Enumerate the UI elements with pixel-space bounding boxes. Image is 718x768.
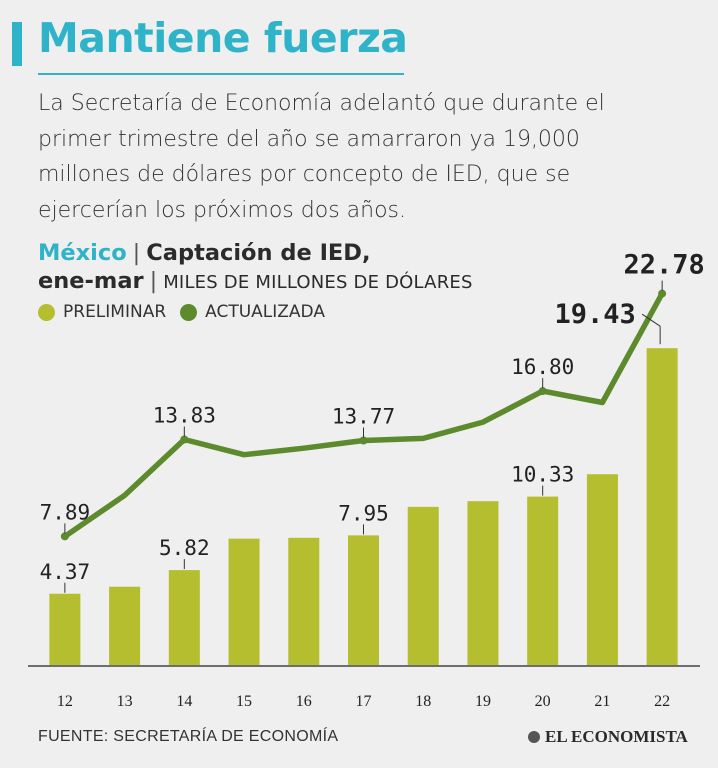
brand-name: EL ECONOMISTA <box>545 727 688 746</box>
brand-logo: EL ECONOMISTA <box>528 727 688 747</box>
legend-swatch-preliminar <box>38 303 55 321</box>
line-point-20 <box>538 387 547 396</box>
bar-12 <box>49 593 81 665</box>
x-tick-15: 15 <box>236 693 252 710</box>
bar-19 <box>467 501 499 665</box>
legend-label-preliminar: PRELIMINAR <box>63 302 167 322</box>
bar-16 <box>288 537 320 665</box>
line-point-17 <box>359 436 368 445</box>
x-tick-14: 14 <box>176 693 192 710</box>
bar-22 <box>646 348 678 665</box>
line-label-12: 7.89 <box>40 500 91 524</box>
header-separator: | <box>132 240 141 266</box>
line-point-22 <box>658 289 667 298</box>
line-label-22: 22.78 <box>623 250 704 281</box>
legend-swatch-actualizada <box>180 303 198 321</box>
line-point-12 <box>60 532 69 541</box>
x-tick-19: 19 <box>475 693 491 710</box>
legend-item-preliminar: PRELIMINAR <box>38 302 166 322</box>
bar-label-17: 7.95 <box>338 501 389 525</box>
brand-mark-icon <box>528 731 540 743</box>
bar-label-14: 5.82 <box>159 536 210 560</box>
x-tick-17: 17 <box>356 693 372 710</box>
legend-item-actualizada: ACTUALIZADA <box>180 302 325 322</box>
chart-units: MILES DE MILLONES DE DÓLARES <box>163 272 473 293</box>
chart-metric: Captación de IED, <box>146 240 371 266</box>
intro-text: La Secretaría de Economía adelantó que d… <box>38 91 605 223</box>
bar-label-20: 10.33 <box>511 463 574 487</box>
bar-15 <box>228 538 260 665</box>
bar-label-22: 19.43 <box>554 299 635 330</box>
line-label-17: 13.77 <box>332 404 395 428</box>
chart-header-line2: ene-mar | MILES DE MILLONES DE DÓLARES <box>38 268 473 294</box>
bar-13 <box>109 586 141 665</box>
bar-label-12: 4.37 <box>40 560 91 584</box>
bar-17 <box>348 535 379 665</box>
x-tick-13: 13 <box>117 693 133 710</box>
chart-country: México <box>38 240 127 266</box>
line-label-20: 16.80 <box>511 355 574 379</box>
x-tick-21: 21 <box>594 693 610 710</box>
title-underline <box>38 73 404 75</box>
source-note: FUENTE: SECRETARÍA DE ECONOMÍA <box>38 728 339 745</box>
header-separator-2: | <box>149 268 158 294</box>
bar-14 <box>168 570 200 665</box>
x-tick-18: 18 <box>415 693 431 710</box>
bar-18 <box>407 506 439 665</box>
legend-label-actualizada: ACTUALIZADA <box>205 302 325 322</box>
chart-header-line1: México | Captación de IED, <box>38 240 473 266</box>
chart-legend: PRELIMINAR ACTUALIZADA <box>38 302 473 322</box>
x-tick-16: 16 <box>296 693 312 710</box>
chart-period: ene-mar <box>38 268 144 294</box>
x-tick-12: 12 <box>57 693 73 710</box>
bar-21 <box>586 474 618 665</box>
title-accent-bar <box>12 22 22 66</box>
line-label-14: 13.83 <box>153 404 216 428</box>
page-title: Mantiene fuerza <box>38 14 408 62</box>
chart-header: México | Captación de IED, ene-mar | MILES D… <box>38 240 473 322</box>
line-point-14 <box>180 435 189 444</box>
x-tick-20: 20 <box>535 693 551 710</box>
x-tick-22: 22 <box>654 693 670 710</box>
bar-20 <box>527 496 559 665</box>
bar-leader-b-22 <box>641 313 661 327</box>
